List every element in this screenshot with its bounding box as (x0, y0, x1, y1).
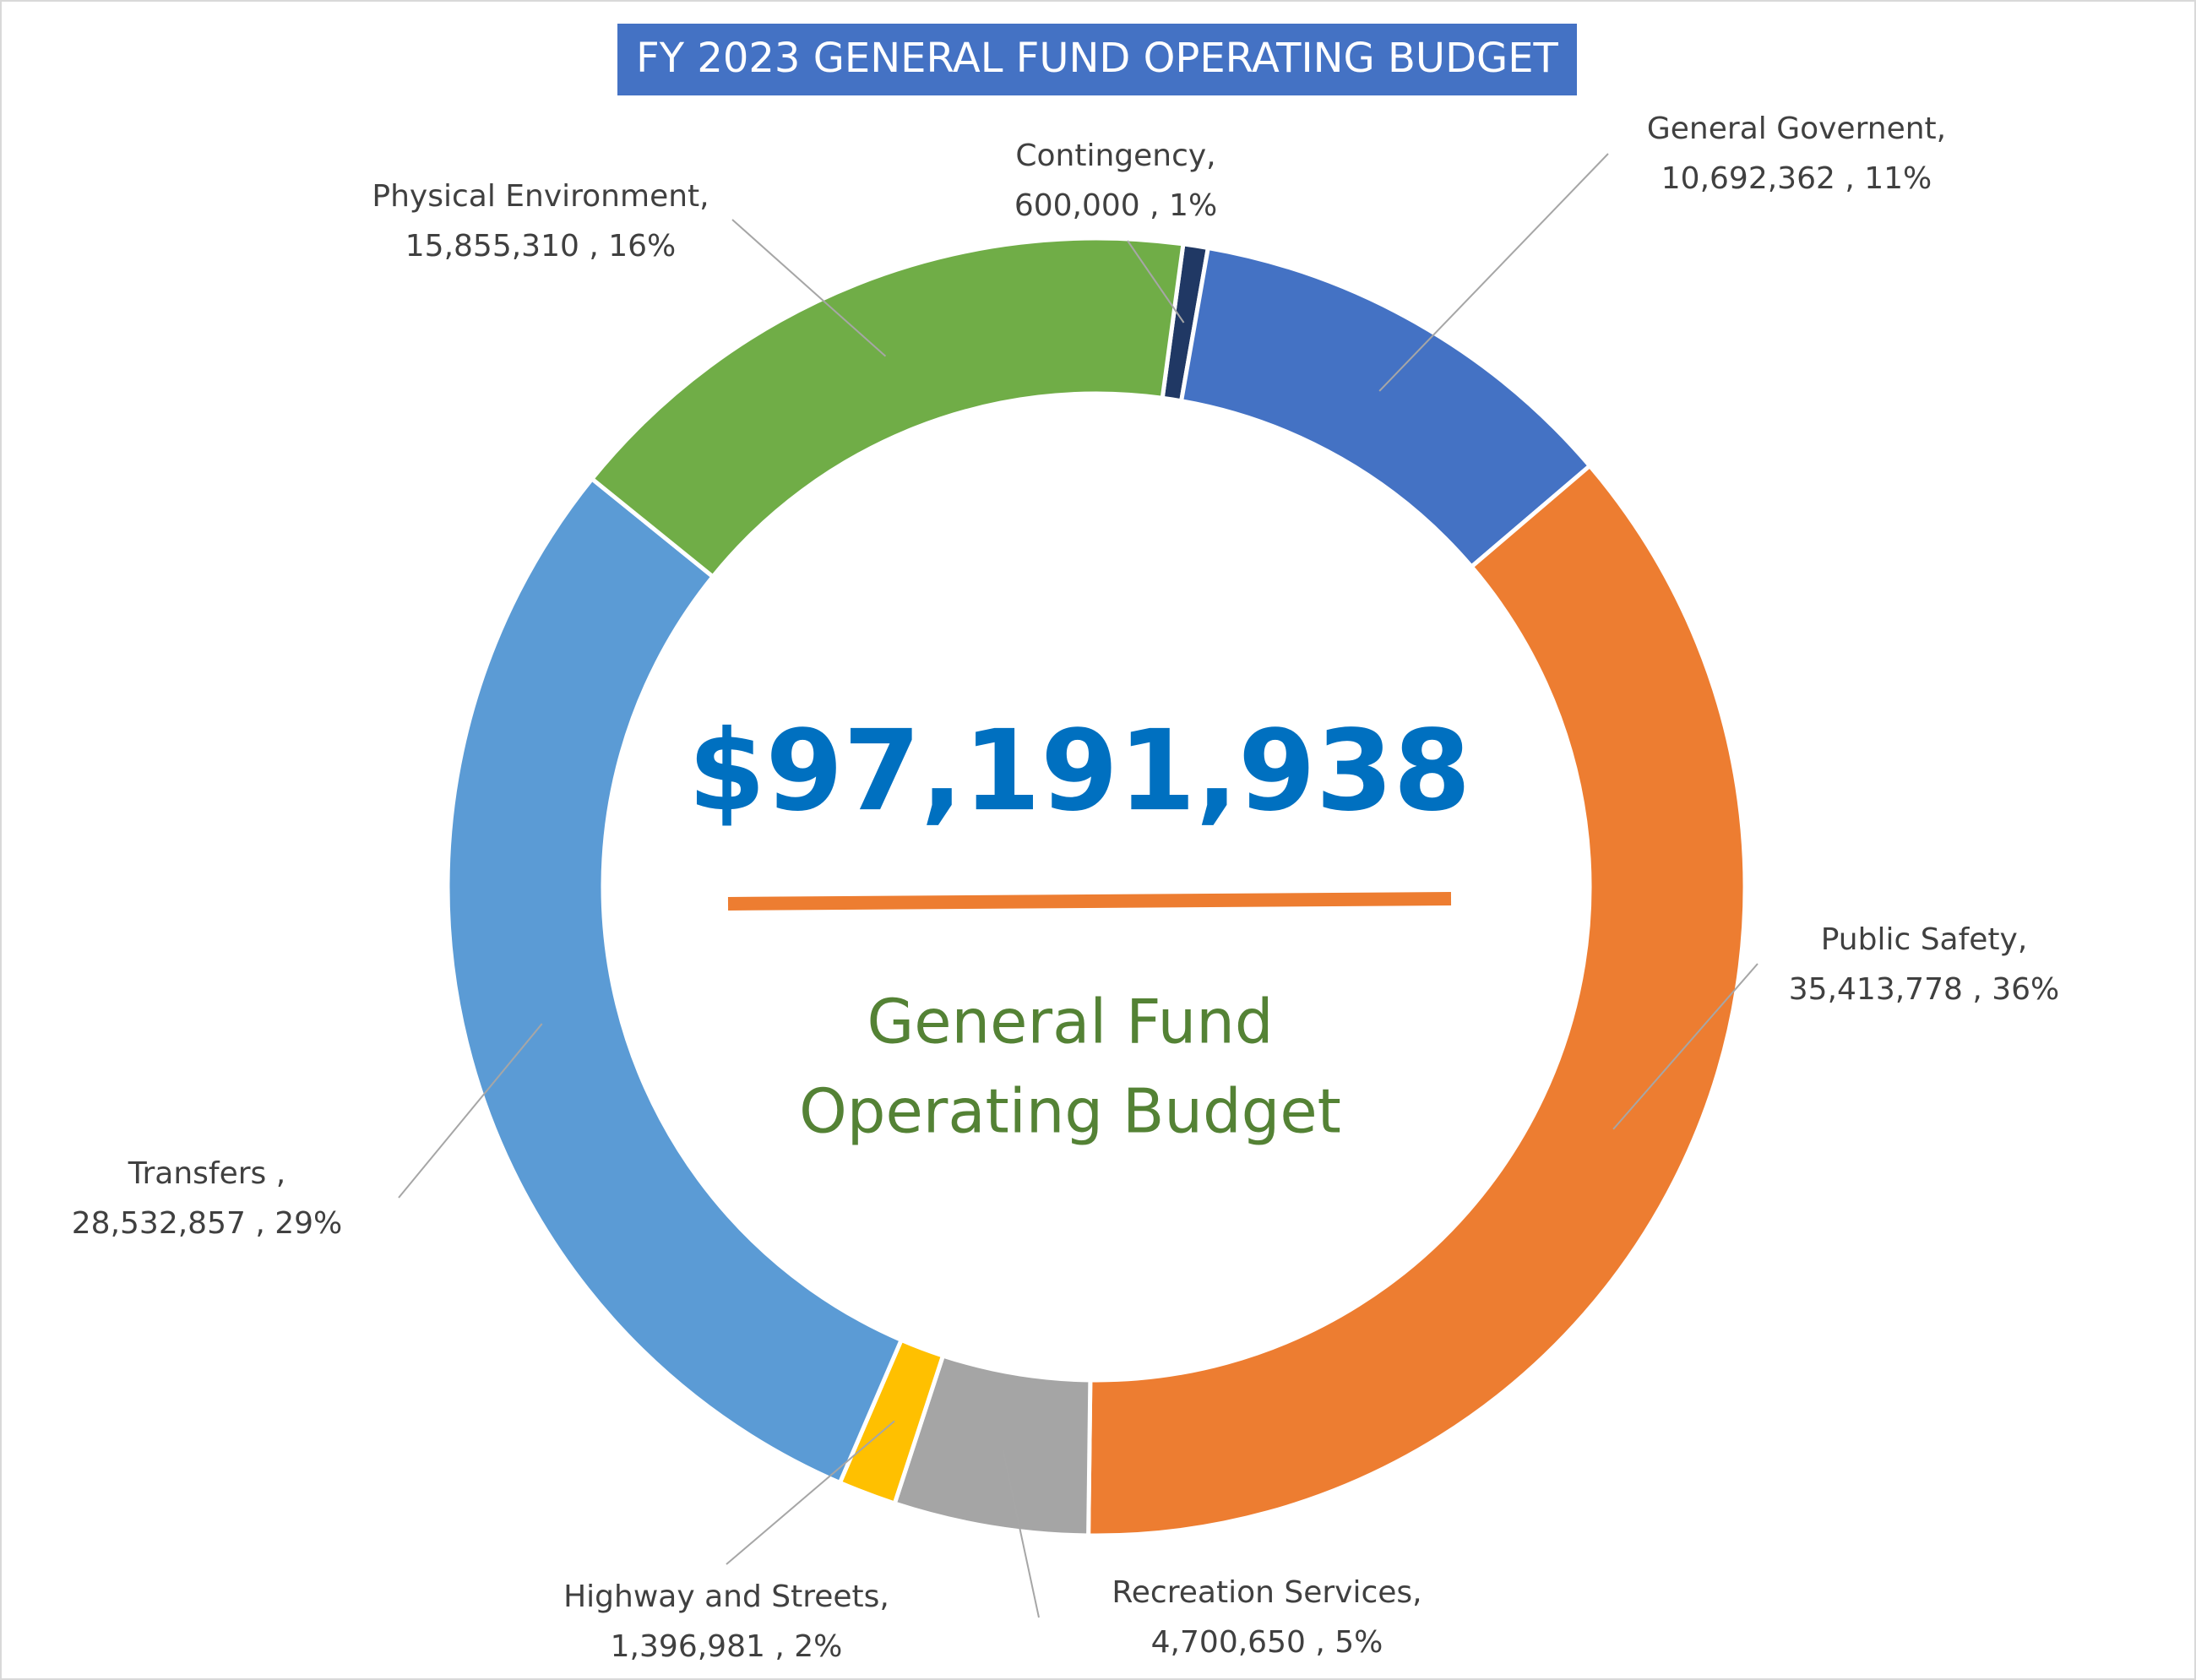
slice-label: Recreation Services, (1112, 1575, 1421, 1610)
slice-label: Public Safety, (1821, 922, 2028, 957)
leader-line (1612, 963, 1758, 1130)
slice-value-label: 35,413,778 , 36% (1789, 972, 2059, 1007)
center-text: General Fund (867, 987, 1273, 1057)
slice-value-label: 28,532,857 , 29% (72, 1206, 342, 1241)
chart-title: FY 2023 GENERAL FUND OPERATING BUDGET (636, 35, 1558, 82)
slice-label: Physical Environment, (372, 179, 709, 214)
leader-line (1378, 153, 1609, 392)
slice (589, 236, 1186, 580)
slice-value-label: 600,000 , 1% (1014, 188, 1217, 223)
leader-line (1002, 1449, 1040, 1618)
slice-label: General Governent, (1647, 111, 1946, 146)
slice-value-label: 4,700,650 , 5% (1151, 1625, 1383, 1660)
leader-line (1127, 240, 1185, 323)
slice (1086, 462, 1748, 1538)
leader-line (398, 1023, 543, 1199)
title-box (617, 24, 1577, 95)
divider (727, 892, 1452, 911)
slice-value-label: 1,396,981 , 2% (611, 1629, 843, 1664)
slice-value-label: 10,692,362 , 11% (1661, 161, 1932, 196)
slice (445, 476, 905, 1486)
slice-label: Transfers , (128, 1156, 285, 1191)
slice-label: Highway and Streets, (563, 1579, 889, 1614)
slice-value-label: 15,855,310 , 16% (405, 229, 676, 264)
leader-line (726, 1420, 895, 1565)
slice-label: Contingency, (1015, 139, 1215, 173)
leader-line (731, 219, 887, 357)
center-total: $97,191,938 (688, 706, 1471, 836)
center-text: Operating Budget (799, 1076, 1341, 1147)
